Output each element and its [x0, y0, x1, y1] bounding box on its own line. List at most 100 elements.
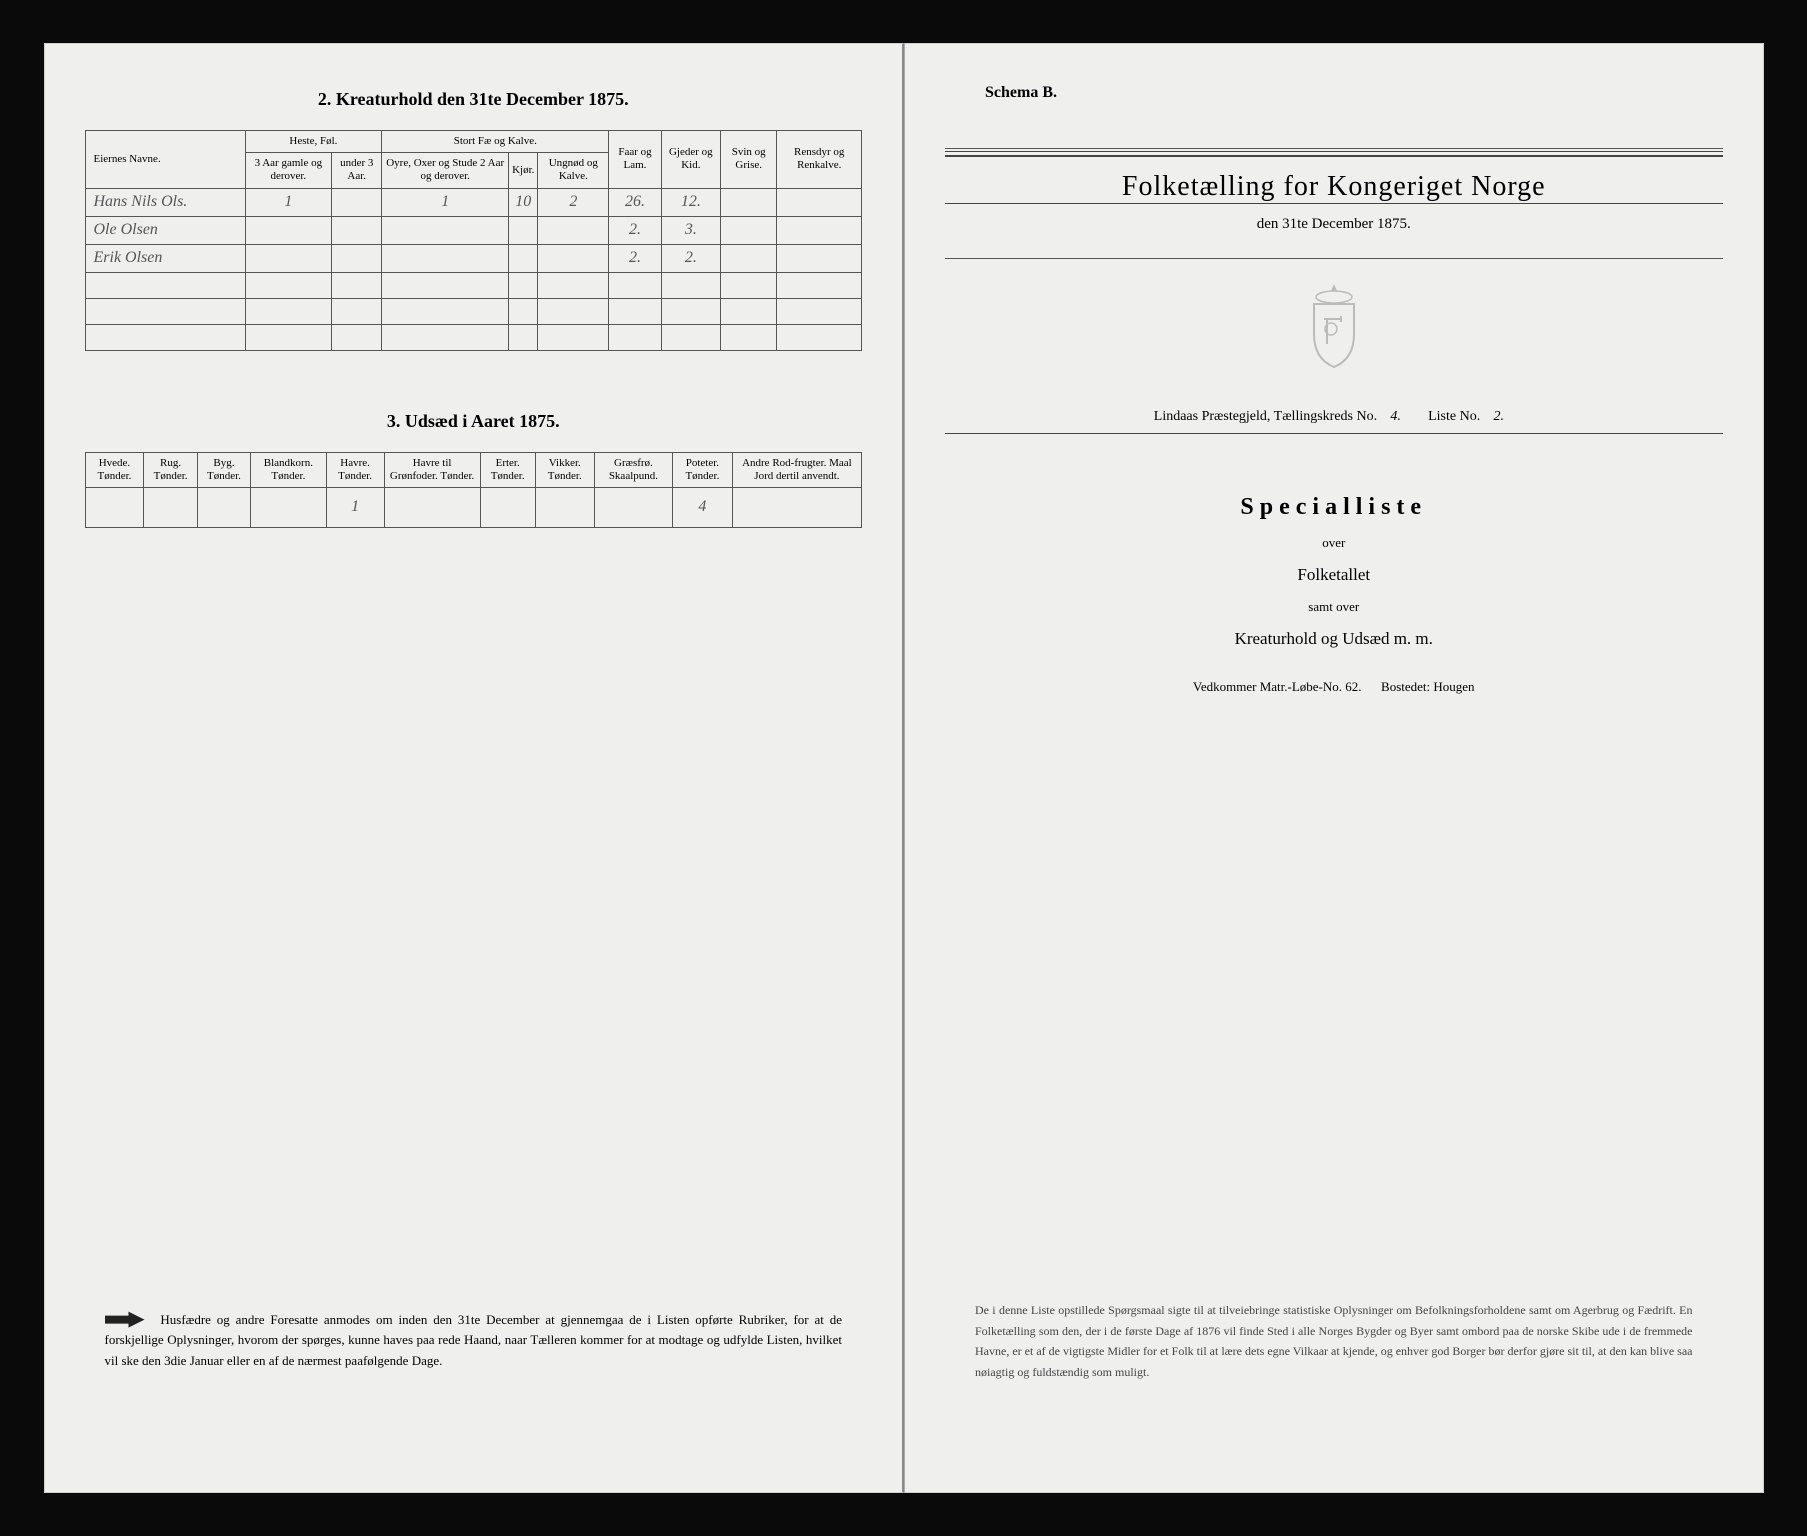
data-cell	[509, 216, 538, 244]
data-cell: 10	[509, 188, 538, 216]
empty-cell	[777, 298, 862, 324]
col-vikker: Vikker. Tønder.	[535, 452, 594, 487]
data-cell	[538, 216, 609, 244]
empty-cell	[538, 272, 609, 298]
matr-line: Vedkommer Matr.-Løbe-No. 62. Bostedet: H…	[945, 679, 1723, 695]
cell-graesfro	[594, 487, 672, 527]
coat-of-arms-icon	[1299, 279, 1369, 369]
empty-cell	[85, 298, 245, 324]
bosted-label: Bostedet:	[1381, 679, 1430, 694]
table-row: Hans Nils Ols.1110226.12.	[85, 188, 862, 216]
data-cell	[332, 188, 382, 216]
empty-cell	[609, 298, 661, 324]
data-cell	[332, 216, 382, 244]
data-cell: 26.	[609, 188, 661, 216]
data-cell	[720, 244, 776, 272]
footnote-text: Husfædre og andre Foresatte anmodes om i…	[105, 1312, 843, 1369]
kreds-no: 4.	[1381, 409, 1411, 425]
cell-byg	[197, 487, 250, 527]
schema-label: Schema B.	[985, 84, 1723, 102]
data-cell: 12.	[661, 188, 720, 216]
data-cell: 2.	[609, 244, 661, 272]
district-prefix: Lindaas Præstegjeld, Tællingskreds No.	[1154, 409, 1377, 424]
data-cell	[777, 244, 862, 272]
empty-cell	[777, 272, 862, 298]
left-page: 2. Kreaturhold den 31te December 1875. E…	[44, 43, 905, 1493]
matr-no: 62.	[1345, 679, 1361, 694]
data-cell	[720, 188, 776, 216]
empty-cell	[720, 272, 776, 298]
empty-row	[85, 324, 862, 350]
empty-cell	[661, 324, 720, 350]
empty-cell	[509, 272, 538, 298]
data-cell: 2.	[609, 216, 661, 244]
col-kveg2: Kjør.	[509, 153, 538, 188]
explanatory-paragraph: De i denne Liste opstillede Spørgsmaal s…	[975, 1300, 1693, 1382]
liste-no: 2.	[1484, 409, 1514, 425]
footnote: Husfædre og andre Foresatte anmodes om i…	[105, 1310, 843, 1372]
col-heste1: 3 Aar gamle og derover.	[245, 153, 332, 188]
empty-cell	[245, 298, 332, 324]
livestock-table: Eiernes Navne. Heste, Føl. Stort Fæ og K…	[85, 130, 863, 351]
data-cell	[777, 216, 862, 244]
table2-title: 2. Kreaturhold den 31te December 1875.	[85, 89, 863, 110]
col-hvede: Hvede. Tønder.	[85, 452, 144, 487]
col-rug: Rug. Tønder.	[144, 452, 197, 487]
col-erter: Erter. Tønder.	[480, 452, 535, 487]
empty-cell	[777, 324, 862, 350]
bosted-value: Hougen	[1433, 679, 1474, 694]
pointing-hand-icon	[105, 1310, 145, 1330]
col-faar: Faar og Lam.	[609, 131, 661, 189]
empty-row	[85, 272, 862, 298]
col-kveg1: Oyre, Oxer og Stude 2 Aar og derover.	[382, 153, 509, 188]
cell-blandkorn	[251, 487, 326, 527]
empty-cell	[538, 324, 609, 350]
main-title: Folketælling for Kongeriget Norge	[945, 155, 1723, 204]
right-page: Schema B. Folketælling for Kongeriget No…	[904, 43, 1764, 1493]
empty-cell	[332, 324, 382, 350]
empty-cell	[85, 272, 245, 298]
empty-cell	[720, 324, 776, 350]
empty-cell	[661, 272, 720, 298]
empty-cell	[382, 324, 509, 350]
col-andre: Andre Rod-frugter. Maal Jord dertil anve…	[732, 452, 861, 487]
data-cell	[538, 244, 609, 272]
samt-over-label: samt over	[945, 599, 1723, 615]
data-cell	[245, 244, 332, 272]
col-svin: Svin og Grise.	[720, 131, 776, 189]
empty-cell	[382, 298, 509, 324]
cell-rug	[144, 487, 197, 527]
table-row: Ole Olsen2.3.	[85, 216, 862, 244]
empty-cell	[661, 298, 720, 324]
data-cell: 1	[245, 188, 332, 216]
col-byg: Byg. Tønder.	[197, 452, 250, 487]
owner-name-cell: Erik Olsen	[85, 244, 245, 272]
empty-cell	[509, 298, 538, 324]
data-cell: 3.	[661, 216, 720, 244]
data-cell	[382, 216, 509, 244]
col-poteter: Poteter. Tønder.	[672, 452, 732, 487]
kreaturhold-label: Kreaturhold og Udsæd m. m.	[945, 629, 1723, 649]
empty-cell	[538, 298, 609, 324]
cell-havre: 1	[326, 487, 384, 527]
empty-cell	[720, 298, 776, 324]
data-cell: 1	[382, 188, 509, 216]
col-graesfro: Græsfrø. Skaalpund.	[594, 452, 672, 487]
cell-hvede	[85, 487, 144, 527]
cell-poteter: 4	[672, 487, 732, 527]
seed-row: 1 4	[85, 487, 862, 527]
empty-cell	[509, 324, 538, 350]
owner-name-cell: Hans Nils Ols.	[85, 188, 245, 216]
empty-cell	[609, 272, 661, 298]
empty-cell	[609, 324, 661, 350]
document-scan: 2. Kreaturhold den 31te December 1875. E…	[44, 43, 1764, 1493]
empty-cell	[85, 324, 245, 350]
col-owners: Eiernes Navne.	[85, 131, 245, 189]
matr-label: Vedkommer Matr.-Løbe-No.	[1193, 679, 1342, 694]
col-havre: Havre. Tønder.	[326, 452, 384, 487]
over-label: over	[945, 535, 1723, 551]
cell-andre	[732, 487, 861, 527]
empty-cell	[332, 272, 382, 298]
col-havregron: Havre til Grønfoder. Tønder.	[384, 452, 480, 487]
col-kveg3: Ungnød og Kalve.	[538, 153, 609, 188]
